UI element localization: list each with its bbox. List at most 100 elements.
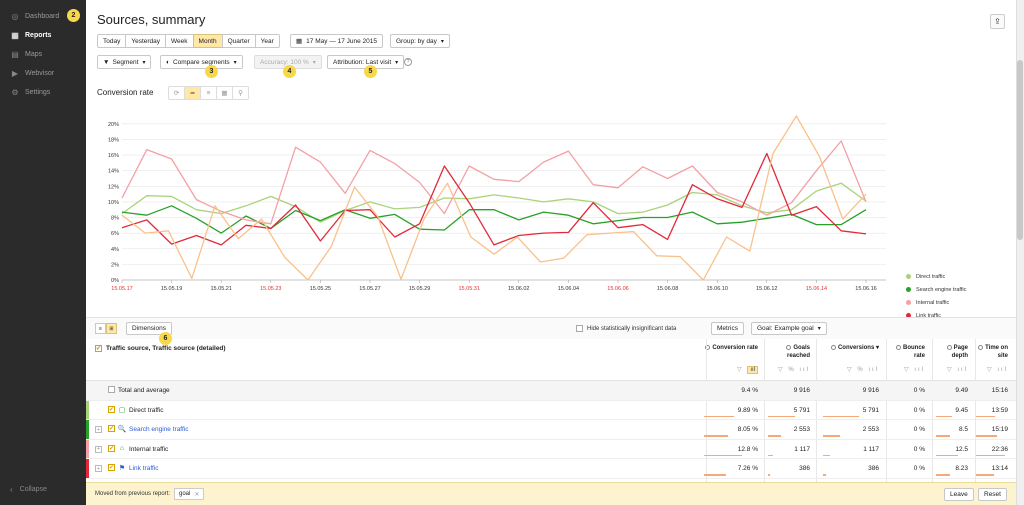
row-label[interactable]: Link traffic: [129, 465, 159, 472]
column-controls[interactable]: ▽ ııl: [718, 366, 758, 374]
view-toggle: ≡ ⊞: [95, 323, 117, 334]
column-header[interactable]: Conversions ▾: [817, 344, 879, 352]
dimensions-button[interactable]: Dimensions: [126, 322, 172, 335]
y-tick-label: 10%: [108, 200, 119, 206]
export-button[interactable]: ⇪: [990, 14, 1005, 29]
callout-badge-4: 4: [283, 65, 296, 78]
cell-value: 2 553: [862, 426, 879, 433]
legend-swatch: [906, 287, 911, 292]
help-icon[interactable]: ?: [404, 58, 412, 66]
column-header[interactable]: Time on site: [970, 344, 1008, 360]
hide-insignificant-checkbox[interactable]: [576, 325, 583, 332]
sidebar-item-settings[interactable]: ⚙ Settings: [0, 83, 86, 102]
column-divider: [886, 339, 887, 482]
sidebar-item-dashboard[interactable]: ◎ Dashboard: [0, 7, 86, 26]
settings-icon: ⚙: [11, 88, 19, 97]
legend-item[interactable]: Internal traffic: [906, 296, 967, 309]
column-controls[interactable]: ▽ % ııl: [839, 366, 879, 373]
period-week-button[interactable]: Week: [165, 34, 194, 48]
table-row[interactable]: + ✔ ⌂ Internal traffic 12.8 % 1 117 1 117 0 % 12…: [86, 439, 1016, 459]
cell-value: 15:16: [991, 387, 1008, 394]
chart-type-button-2[interactable]: ≃: [184, 86, 201, 100]
column-controls[interactable]: ▽ % ııl: [770, 366, 810, 373]
cell-value: 1 117: [794, 445, 810, 453]
dimension-checkbox[interactable]: ✔: [95, 345, 102, 352]
series-line-link-traffic: [121, 152, 867, 246]
compare-segments-dropdown[interactable]: ◐ Compare segments ▾: [160, 55, 243, 69]
column-divider: [706, 339, 707, 482]
column-header-label: Time on site: [985, 345, 1008, 359]
goal-label: Goal: Example goal: [757, 325, 814, 332]
row-checkbox[interactable]: ✔: [108, 425, 115, 432]
cell-bar: [704, 474, 726, 476]
column-controls[interactable]: ▽ ııl: [968, 366, 1008, 373]
sidebar-item-reports[interactable]: ▦ Reports: [0, 26, 86, 45]
column-header[interactable]: Bounce rate: [885, 344, 925, 360]
chart-type-button-3[interactable]: ≡: [200, 86, 217, 100]
column-header[interactable]: Page depth: [930, 344, 968, 360]
x-tick-label: 15.05.31: [458, 286, 479, 292]
segment-dropdown[interactable]: ▼ Segment ▾: [97, 55, 152, 69]
scrollbar-thumb[interactable]: [1017, 60, 1023, 240]
filter-icon: ▼: [103, 58, 110, 66]
table-row[interactable]: ✔ ▢ Direct traffic 9.89 % 5 791 5 791 0 % 9.45 1…: [86, 400, 1016, 420]
cell-value: 0 %: [913, 465, 925, 472]
goal-chip[interactable]: goal ✕: [174, 488, 205, 500]
legend-item[interactable]: Direct traffic: [906, 270, 967, 283]
group-by-dropdown[interactable]: Group: by day ▾: [390, 34, 450, 48]
dimension-header[interactable]: ✔ Traffic source, Traffic source (detail…: [95, 345, 226, 352]
legend-item[interactable]: Search engine traffic: [906, 283, 967, 296]
column-header[interactable]: Conversion rate: [698, 344, 758, 352]
chart-type-button-4[interactable]: ▦: [216, 86, 233, 100]
sidebar-item-webvisor[interactable]: ▶ Webvisor: [0, 64, 86, 83]
y-tick-label: 2%: [111, 262, 119, 268]
period-month-button[interactable]: Month: [192, 34, 223, 48]
series-line-direct-traffic: [121, 182, 867, 223]
row-checkbox[interactable]: ✔: [108, 444, 115, 452]
collapse-button[interactable]: ‹ Collapse: [10, 485, 47, 494]
tree-view-button[interactable]: ⊞: [106, 323, 117, 334]
period-yesterday-button[interactable]: Yesterday: [125, 34, 167, 48]
legend-item[interactable]: Link traffic: [906, 309, 967, 322]
x-tick-label: 15.05.25: [310, 286, 331, 292]
cell-value: 8.23: [955, 465, 968, 472]
period-year-button[interactable]: Year: [254, 34, 280, 48]
expand-icon[interactable]: +: [95, 465, 102, 472]
column-control-icons: ▽ ııl: [987, 367, 1008, 373]
period-quarter-button[interactable]: Quarter: [221, 34, 256, 48]
export-icon: ⇪: [994, 17, 1001, 26]
sidebar-item-maps[interactable]: ▤ Maps: [0, 45, 86, 64]
x-tick-label: 15.06.08: [657, 286, 678, 292]
callout-badge-5: 5: [364, 65, 377, 78]
table-row[interactable]: + ✔ 🔍 Search engine traffic 8.05 % 2 553 2 553…: [86, 420, 1016, 440]
metrics-button[interactable]: Metrics: [711, 322, 744, 335]
main-content: Sources, summary ⇪ Today Yesterday Week Mon…: [86, 0, 1016, 505]
expand-icon[interactable]: +: [95, 426, 102, 433]
hide-insignificant-toggle[interactable]: Hide statistically insignificant data: [576, 325, 676, 332]
cell-value: 9 916: [862, 387, 879, 394]
table-header: ✔ Traffic source, Traffic source (detail…: [86, 339, 1016, 381]
page-scrollbar[interactable]: [1016, 0, 1024, 505]
row-label[interactable]: Search engine traffic: [129, 426, 189, 433]
column-header[interactable]: Goals reached: [762, 344, 810, 360]
period-today-button[interactable]: Today: [97, 34, 127, 48]
table-row[interactable]: + ✔ ⚑ Link traffic 7.26 % 386 386 0 % 8.23 13:14: [86, 459, 1016, 479]
column-controls[interactable]: ▽ ııl: [928, 366, 968, 373]
list-view-button[interactable]: ≡: [95, 323, 106, 334]
chart-type-button-5[interactable]: ⚲: [232, 86, 249, 100]
page-title: Sources, summary: [97, 12, 206, 27]
leave-button[interactable]: Leave: [944, 488, 974, 501]
table-row-total: Total and average 9.4 % 9 916 9 916 0 % 9.49 1…: [86, 381, 1016, 401]
chart-type-button-1[interactable]: ⟳: [168, 86, 185, 100]
chart-toggle-icon[interactable]: ııl: [747, 366, 758, 374]
expand-icon[interactable]: +: [95, 445, 102, 453]
reset-button[interactable]: Reset: [978, 488, 1007, 501]
row-checkbox[interactable]: ✔: [108, 464, 115, 471]
total-checkbox[interactable]: [108, 386, 115, 393]
column-controls[interactable]: ▽ ııl: [885, 366, 925, 373]
x-tick-label: 15.05.19: [161, 286, 182, 292]
close-icon[interactable]: ✕: [194, 491, 200, 498]
row-checkbox[interactable]: ✔: [108, 405, 115, 413]
goal-dropdown[interactable]: Goal: Example goal ▾: [751, 322, 827, 335]
date-range-picker[interactable]: ▦ 17 May — 17 June 2015: [290, 34, 383, 48]
